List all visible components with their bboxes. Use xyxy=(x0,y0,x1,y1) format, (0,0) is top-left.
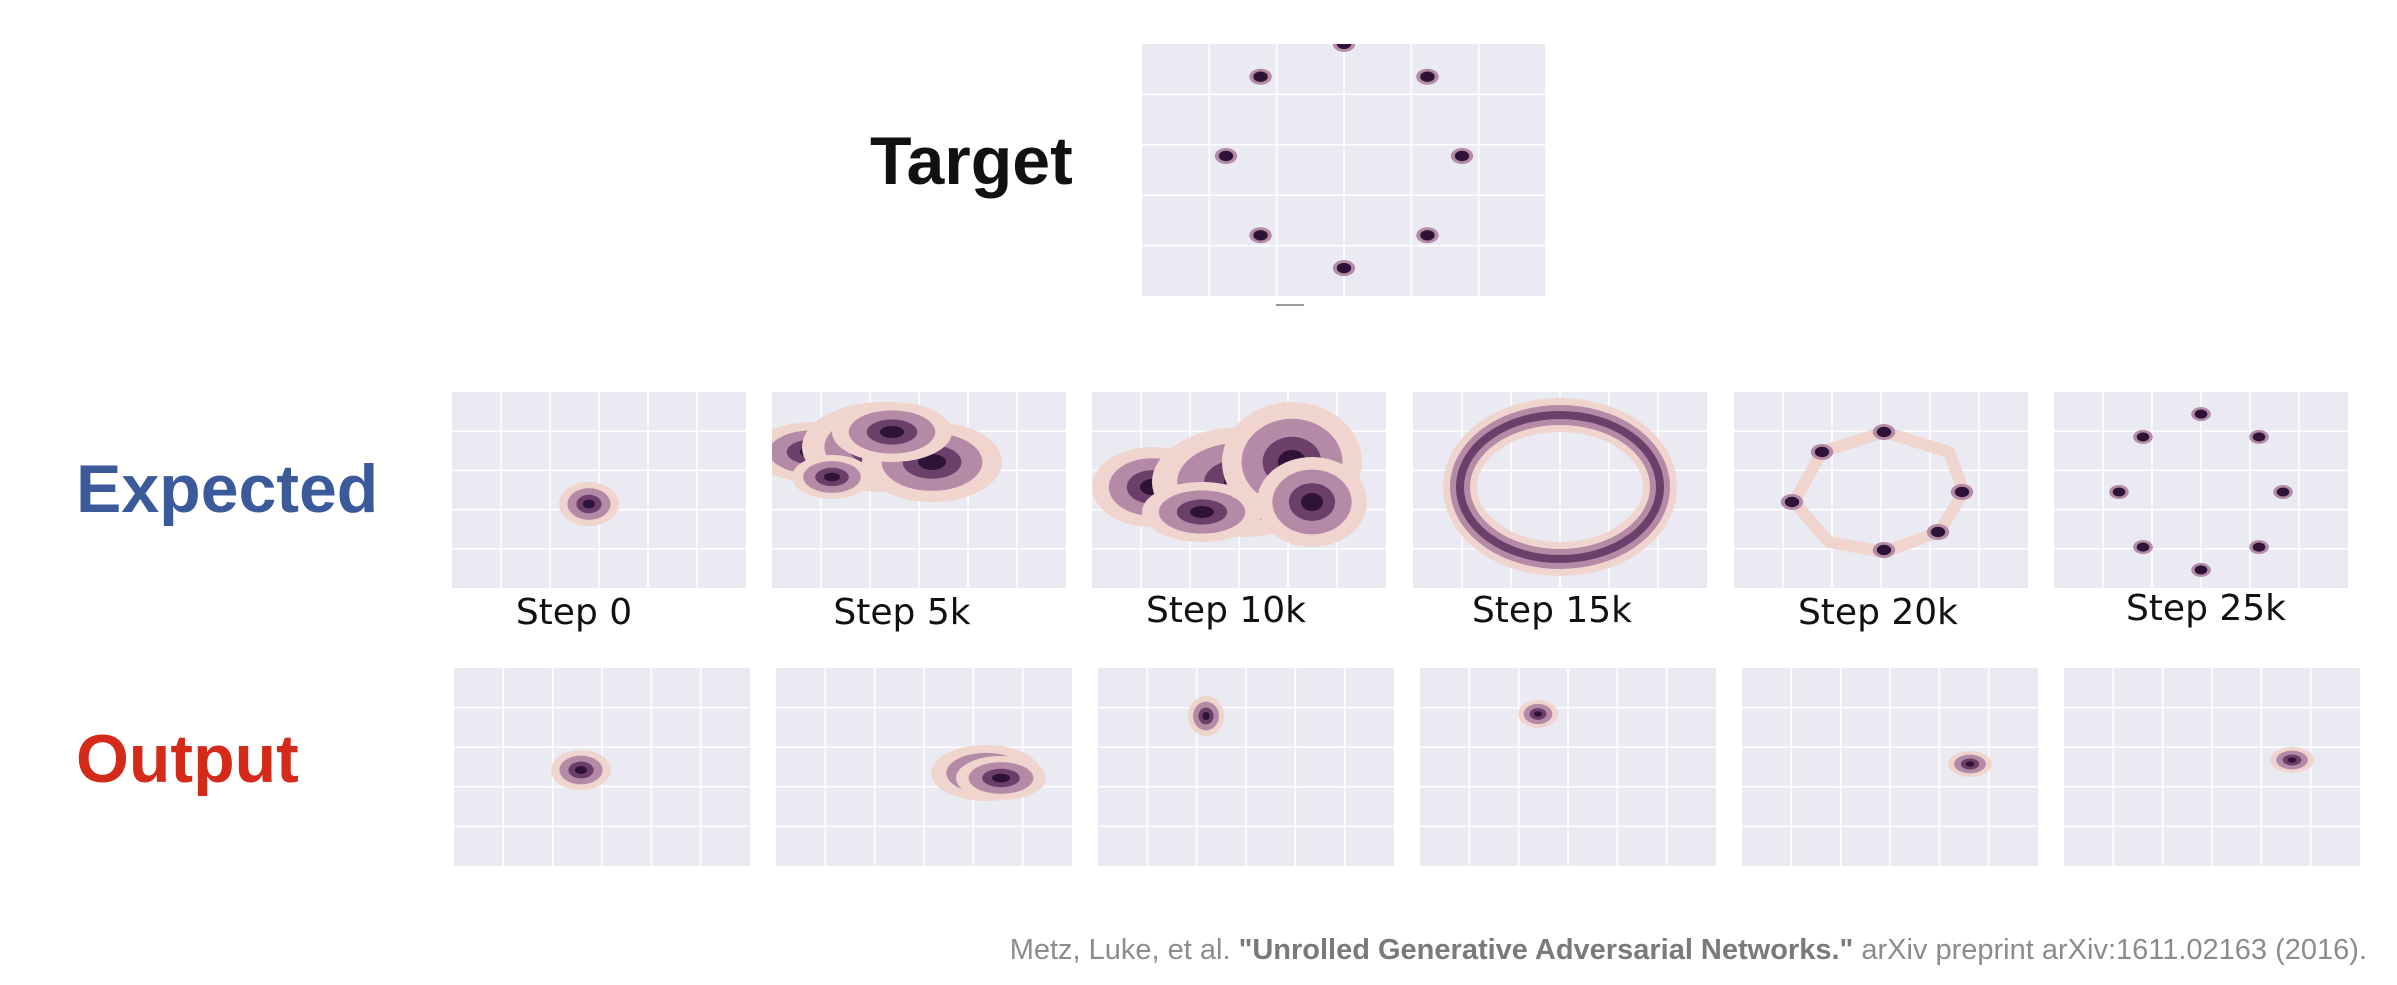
density-blob xyxy=(956,756,1046,800)
step-label-0: Step 0 xyxy=(515,592,633,633)
mode-dot xyxy=(1416,68,1439,85)
output-panel-step-20k xyxy=(1742,668,2038,866)
mode-dot xyxy=(2191,407,2211,422)
mode-dot xyxy=(2191,562,2211,577)
density-blob xyxy=(1142,482,1262,542)
mode-dot xyxy=(1249,227,1272,244)
expected-panel-step-25k xyxy=(2054,392,2348,588)
target-axis-tick xyxy=(1276,304,1304,306)
mode-dot xyxy=(1926,524,1950,540)
citation-title: "Unrolled Generative Adversarial Network… xyxy=(1238,934,1854,966)
target-panel xyxy=(1142,44,1546,296)
target-label: Target xyxy=(870,123,1073,199)
mode-dot xyxy=(1872,424,1896,440)
expected-panel-step-5k xyxy=(772,392,1066,588)
step-label-5k: Step 5k xyxy=(833,592,971,633)
expected-panel-step-15k xyxy=(1413,392,1707,588)
mode-dot xyxy=(1416,227,1439,244)
mode-dot xyxy=(1332,44,1356,52)
density-blob xyxy=(551,750,611,790)
target-density-plot xyxy=(1142,44,1546,296)
expected-panel-step-20k xyxy=(1734,392,2028,588)
mode-dot xyxy=(2273,485,2293,499)
mode-dot xyxy=(1872,542,1896,558)
mode-dot xyxy=(2133,429,2153,444)
mode-dot xyxy=(2249,540,2269,555)
step-label-10k: Step 10k xyxy=(1145,590,1307,631)
output-panel-step-5k xyxy=(776,668,1072,866)
expected-panel-step-10k xyxy=(1092,392,1386,588)
expected-cloud-10k xyxy=(1092,402,1367,547)
density-blob xyxy=(1518,700,1558,728)
expected-label: Expected xyxy=(76,451,379,527)
density-blob xyxy=(832,402,952,462)
expected-ring-15k xyxy=(1443,398,1677,576)
citation-prefix: Metz, Luke, et al. xyxy=(1009,934,1239,966)
step-label-15k: Step 15k xyxy=(1471,590,1633,631)
step-label-20k: Step 20k xyxy=(1797,592,1959,633)
mode-dot xyxy=(2109,485,2129,499)
density-blob xyxy=(1948,751,1992,777)
output-panel-step-25k xyxy=(2064,668,2360,866)
density-blob xyxy=(1188,696,1224,736)
expected-cloud-5k xyxy=(772,402,1002,502)
mode-dot xyxy=(2249,429,2269,444)
expected-partial-ring-20k xyxy=(1780,424,1974,559)
mode-dot xyxy=(1450,148,1474,164)
citation-suffix: arXiv preprint arXiv:1611.02163 (2016). xyxy=(1853,934,2367,966)
mode-dot xyxy=(1810,444,1834,460)
mode-dot xyxy=(1249,68,1272,85)
output-panel-step-15k xyxy=(1420,668,1716,866)
step-label-25k: Step 25k xyxy=(2125,588,2287,629)
mode-dot xyxy=(1214,148,1238,164)
output-cloud-5k xyxy=(931,745,1046,801)
density-blob xyxy=(559,482,619,526)
mode-dot xyxy=(1950,484,1974,500)
mode-dot xyxy=(1332,260,1356,277)
mode-dot xyxy=(1780,494,1804,510)
expected-panel-step-0 xyxy=(452,392,746,588)
density-blob xyxy=(2270,747,2314,773)
density-blob xyxy=(792,455,872,499)
output-label: Output xyxy=(76,721,299,797)
citation: Metz, Luke, et al. "Unrolled Generative … xyxy=(1010,934,2367,967)
output-panel-step-10k xyxy=(1098,668,1394,866)
output-panel-step-0 xyxy=(454,668,750,866)
density-blob xyxy=(1257,457,1367,547)
mode-dot xyxy=(2133,540,2153,555)
